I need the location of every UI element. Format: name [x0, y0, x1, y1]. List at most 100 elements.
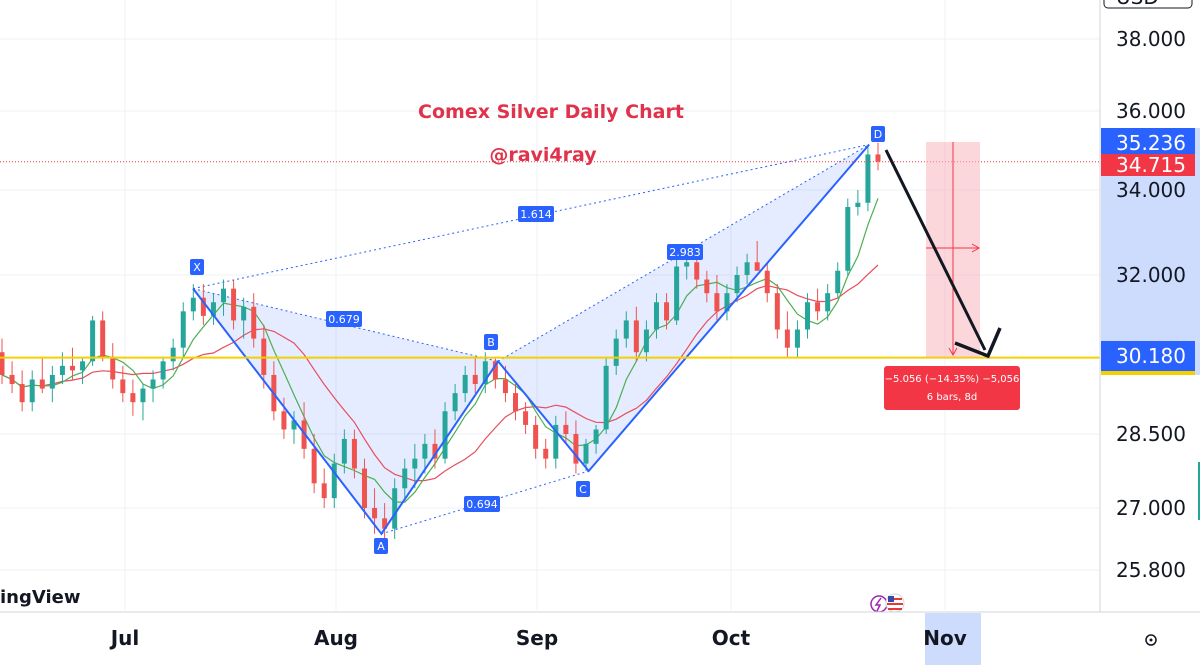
price-tick-label: 38.000 — [1116, 27, 1186, 51]
candle-body — [462, 374, 468, 394]
candle-body — [130, 393, 136, 403]
ratio-labels: 0.679 0.694 2.983 1.614 — [326, 206, 703, 512]
pattern-ratio-line — [497, 144, 870, 362]
candle-body — [583, 443, 589, 464]
candle-body — [422, 443, 428, 459]
candle-body — [643, 329, 649, 353]
ratio-box-abc — [464, 496, 500, 512]
candle-body — [69, 365, 75, 371]
candle-body — [90, 320, 96, 362]
month-nov: Nov — [923, 626, 967, 650]
high-price-tag — [1101, 128, 1195, 156]
candle-body — [553, 424, 559, 459]
candle-body — [180, 311, 186, 348]
candle-body — [80, 361, 86, 371]
horizontal-gridlines — [0, 38, 1100, 571]
candle-body — [49, 374, 55, 389]
candle-body — [674, 266, 680, 321]
candle-body — [110, 356, 116, 380]
month-aug: Aug — [314, 626, 358, 650]
month-oct: Oct — [712, 626, 751, 650]
candle-body — [382, 518, 388, 529]
currency-box — [1103, 0, 1193, 9]
candle-body — [412, 458, 418, 469]
candle-body — [29, 379, 35, 403]
candle-body — [734, 275, 740, 294]
candle-body — [513, 393, 519, 412]
candle-body — [684, 262, 690, 267]
point-box-a — [374, 538, 388, 554]
candle-body — [39, 379, 45, 389]
candle-body — [190, 297, 196, 312]
price-ticks: 38.000 36.000 34.000 32.000 28.500 27.000 25.8… — [1116, 27, 1186, 582]
point-x: X — [193, 261, 201, 274]
last-price-tag — [1101, 154, 1195, 176]
pattern-point-labels: X A B C D — [190, 126, 885, 554]
point-box-b — [484, 334, 498, 350]
candle-body — [200, 297, 206, 316]
candle-body — [815, 302, 821, 312]
event-icons[interactable] — [870, 593, 905, 613]
point-d: D — [874, 128, 882, 141]
candle-body — [140, 388, 146, 403]
time-range-highlight — [925, 613, 981, 665]
candle-body — [633, 320, 639, 353]
candle-body — [241, 306, 247, 321]
support-price-text: 30.180 — [1116, 344, 1186, 368]
candle-body — [402, 468, 408, 489]
point-a: A — [377, 540, 385, 553]
candle-body — [613, 338, 619, 366]
measure-change-text: −5.056 (−14.35%) −5,056 — [885, 374, 1020, 385]
candle-body — [160, 361, 166, 380]
candle-body — [533, 424, 539, 449]
ratio-box-xab — [326, 311, 362, 327]
support-price-tag — [1101, 341, 1195, 371]
candle-body — [392, 488, 398, 529]
candle-body — [825, 293, 831, 312]
price-tick-label: 28.500 — [1116, 422, 1186, 446]
price-tick-label: 34.000 — [1116, 178, 1186, 202]
candle-body — [361, 468, 367, 508]
us-flag-canton — [888, 596, 894, 602]
ratio-xab: 0.679 — [328, 313, 360, 326]
flash-icon[interactable] — [870, 595, 888, 613]
candle-body — [492, 361, 498, 380]
price-axis[interactable]: USD 38.000 36.000 34.000 32.000 28.500 27.000… — [1099, 0, 1200, 620]
price-tick-label: 32.000 — [1116, 263, 1186, 287]
candle-body — [231, 288, 237, 321]
candle-body — [774, 293, 780, 330]
time-axis[interactable]: Jul Aug Sep Oct Nov — [0, 611, 1200, 668]
point-b: B — [487, 336, 495, 349]
candle-body — [482, 361, 488, 385]
point-c: C — [579, 483, 587, 496]
candle-body — [341, 438, 347, 464]
time-axis-bg — [0, 612, 1200, 668]
brand-watermark: ingView — [0, 587, 81, 608]
candle-body — [563, 424, 569, 434]
candle-body — [754, 262, 760, 271]
candle-body — [351, 438, 357, 469]
projection-arrow[interactable] — [884, 149, 1002, 359]
candle-body — [653, 302, 659, 330]
candle-body — [855, 202, 861, 207]
candle-body — [442, 411, 448, 459]
price-tick-label: 25.800 — [1116, 558, 1186, 582]
pattern-bcd-fill — [498, 144, 870, 471]
pattern-legs — [192, 143, 870, 536]
candle-body — [291, 420, 297, 430]
harmonic-pattern[interactable] — [192, 144, 870, 535]
candle-body — [543, 448, 549, 459]
candle-body — [805, 302, 811, 330]
candle-body — [714, 293, 720, 312]
month-jul: Jul — [109, 626, 140, 650]
currency-label: USD — [1116, 0, 1159, 9]
candle-body — [794, 329, 800, 348]
month-sep: Sep — [516, 626, 558, 650]
price-range-measure[interactable]: −5.056 (−14.35%) −5,056 6 bars, 8d — [884, 142, 1020, 410]
candle-body — [784, 329, 790, 348]
settings-gear-icon[interactable] — [1145, 634, 1157, 646]
ratio-xad: 1.614 — [520, 208, 552, 221]
candle-body — [311, 448, 317, 484]
last-price-text: 34.715 — [1116, 153, 1186, 177]
